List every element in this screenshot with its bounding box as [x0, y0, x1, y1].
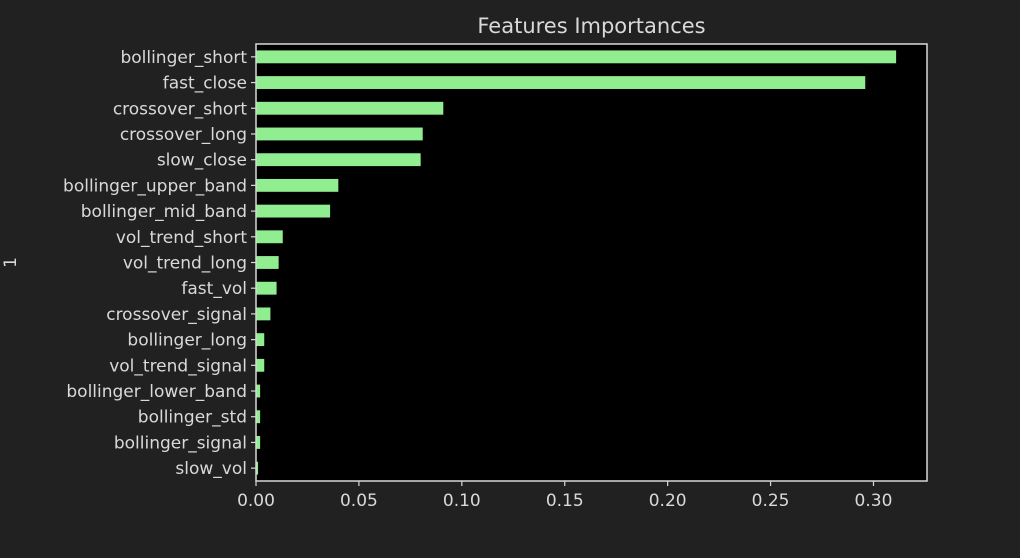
bar-fast-close — [256, 76, 866, 89]
y-tick-label: vol_trend_signal — [109, 356, 247, 376]
x-tick-label: 0.15 — [546, 491, 584, 511]
bar-bollinger-mid-band — [256, 204, 331, 218]
bar-bollinger-std — [256, 410, 261, 424]
y-tick-labels: bollinger_short fast_close crossover_short… — [63, 48, 256, 479]
bar-vol-trend-short — [256, 230, 283, 244]
bar-slow-close — [256, 153, 421, 167]
x-tick-label: 0.05 — [340, 491, 378, 511]
bar-crossover-short — [256, 101, 444, 115]
x-tick-label: 0.10 — [443, 491, 481, 511]
y-tick-label: crossover_signal — [106, 305, 247, 325]
bar-crossover-long — [256, 127, 423, 141]
y-tick-label: bollinger_long — [127, 331, 247, 351]
y-tick-label: slow_close — [157, 151, 247, 171]
y-tick-label: fast_vol — [181, 279, 247, 299]
x-tick-label: 0.25 — [752, 491, 790, 511]
x-tick-label: 0.20 — [649, 491, 687, 511]
bar-fast-vol — [256, 281, 277, 295]
y-tick-label: vol_trend_long — [123, 254, 247, 274]
bars-layer — [256, 50, 897, 475]
bar-bollinger-lower-band — [256, 384, 261, 398]
y-tick-label: vol_trend_short — [116, 228, 248, 248]
bar-bollinger-upper-band — [256, 178, 339, 192]
y-tick-label: slow_vol — [175, 459, 247, 479]
y-tick-label: fast_close — [163, 74, 247, 94]
y-tick-label: bollinger_upper_band — [63, 176, 247, 196]
y-tick-label: crossover_long — [120, 125, 247, 145]
y-tick-label: crossover_short — [113, 99, 248, 119]
bar-slow-vol — [256, 461, 259, 475]
chart-title: Features Importances — [477, 14, 705, 38]
y-tick-label: bollinger_mid_band — [81, 202, 247, 222]
plot-area — [256, 44, 927, 481]
y-tick-label: bollinger_std — [138, 408, 247, 428]
y-tick-label: bollinger_signal — [114, 433, 247, 453]
bar-bollinger-short — [256, 50, 897, 64]
bar-crossover-signal — [256, 307, 271, 321]
bar-bollinger-signal — [256, 436, 261, 449]
x-tick-label: 0.30 — [855, 491, 893, 511]
x-tick-label: 0.00 — [237, 491, 275, 511]
bar-vol-trend-signal — [256, 358, 265, 372]
plot-frame — [255, 43, 928, 482]
bar-bollinger-long — [256, 333, 265, 347]
y-tick-label: bollinger_short — [120, 48, 247, 68]
y-axis-label: 1 — [1, 257, 21, 268]
x-tick-labels: 0.00 0.05 0.10 0.15 0.20 0.25 0.30 — [237, 481, 892, 511]
bar-vol-trend-long — [256, 256, 279, 269]
y-tick-label: bollinger_lower_band — [66, 382, 247, 402]
